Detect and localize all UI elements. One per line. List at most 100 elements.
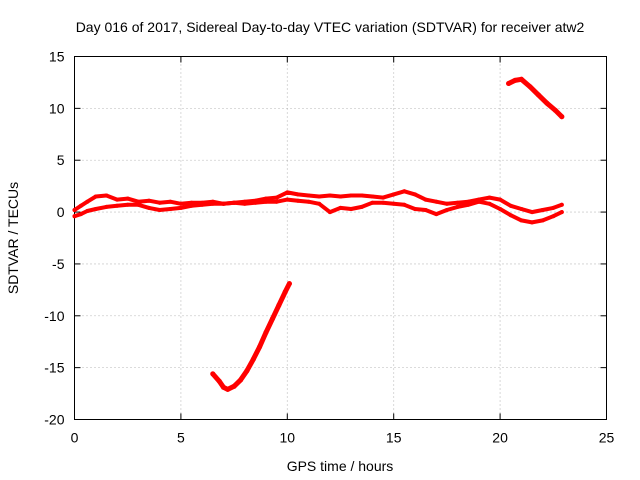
- data-point: [210, 201, 215, 206]
- y-tick-label: 0: [57, 204, 65, 220]
- data-point: [306, 199, 311, 204]
- data-point: [125, 196, 130, 201]
- data-point: [487, 195, 492, 200]
- data-point: [200, 202, 205, 207]
- data-point: [349, 207, 354, 211]
- data-point: [317, 201, 322, 206]
- data-point: [381, 200, 386, 205]
- data-point: [359, 204, 364, 209]
- data-point: [338, 205, 343, 210]
- x-tick-label: 15: [386, 430, 402, 446]
- data-point: [381, 195, 386, 200]
- chart-title: Day 016 of 2017, Sidereal Day-to-day VTE…: [76, 19, 585, 35]
- data-point: [225, 386, 231, 392]
- data-point: [559, 202, 564, 207]
- y-tick-label: -10: [44, 308, 64, 324]
- y-tick-labels: -20 -15 -10 -5 0 5 10 15: [44, 49, 64, 428]
- axis-ticks: [74, 56, 607, 420]
- data-point: [498, 197, 503, 202]
- data-point: [370, 194, 375, 199]
- series-layer: [72, 76, 565, 392]
- x-tick-labels: 0 5 10 15 20 25: [71, 430, 615, 446]
- data-point: [168, 207, 173, 211]
- data-point: [423, 197, 428, 202]
- data-point: [349, 193, 354, 198]
- data-point: [455, 200, 460, 205]
- data-point: [285, 197, 290, 202]
- data-point: [286, 281, 292, 287]
- data-point: [238, 377, 243, 383]
- data-point: [487, 201, 492, 206]
- x-tick-label: 20: [492, 430, 508, 446]
- x-tick-label: 10: [280, 430, 296, 446]
- data-point: [264, 199, 268, 204]
- data-point: [402, 202, 407, 207]
- data-point: [216, 378, 222, 384]
- data-point: [157, 200, 162, 205]
- data-point: [559, 114, 565, 120]
- data-point: [455, 204, 460, 209]
- y-axis-label: SDTVAR / TECUs: [5, 182, 21, 294]
- data-point: [157, 208, 162, 212]
- data-point: [540, 208, 545, 212]
- y-tick-label: -15: [44, 360, 64, 376]
- data-point: [104, 193, 109, 198]
- data-point: [413, 192, 417, 197]
- data-point: [285, 190, 290, 195]
- data-point: [434, 212, 439, 217]
- data-point: [359, 193, 364, 198]
- data-point: [423, 208, 428, 212]
- data-point: [540, 218, 545, 223]
- data-point: [85, 199, 90, 204]
- x-tick-label: 5: [177, 430, 185, 446]
- data-point: [274, 195, 279, 200]
- data-point: [263, 329, 269, 335]
- y-tick-label: 10: [49, 100, 65, 116]
- data-point: [189, 203, 194, 208]
- data-point: [257, 344, 263, 350]
- data-point: [274, 199, 279, 204]
- data-point: [115, 203, 120, 208]
- data-point: [250, 356, 256, 362]
- data-point: [253, 200, 258, 205]
- data-point: [264, 196, 268, 201]
- data-point: [559, 210, 564, 215]
- data-point: [434, 199, 439, 204]
- data-point: [244, 368, 250, 374]
- data-point: [115, 197, 120, 202]
- data-point: [508, 213, 513, 218]
- data-point: [530, 220, 534, 225]
- data-point: [178, 205, 183, 210]
- data-point: [508, 203, 513, 208]
- grid: [74, 56, 607, 420]
- data-point: [527, 84, 533, 90]
- data-point: [85, 209, 90, 213]
- data-point: [125, 202, 130, 207]
- data-point: [506, 81, 512, 86]
- data-point: [210, 371, 216, 377]
- x-tick-label: 0: [71, 430, 79, 446]
- data-point: [444, 201, 449, 206]
- data-point: [338, 194, 343, 199]
- data-point: [551, 205, 556, 210]
- data-point: [93, 194, 98, 199]
- data-point: [72, 214, 77, 219]
- data-point: [78, 212, 83, 217]
- series-low-arc: [210, 281, 292, 392]
- data-point: [221, 384, 226, 390]
- data-point: [147, 198, 151, 203]
- data-point: [136, 202, 141, 207]
- data-point: [104, 204, 109, 209]
- data-point: [72, 208, 77, 212]
- data-point: [242, 201, 247, 206]
- data-point: [498, 207, 503, 211]
- data-point: [136, 199, 141, 204]
- data-point: [552, 107, 558, 113]
- data-point: [402, 189, 407, 194]
- data-point: [306, 193, 311, 198]
- data-point: [327, 210, 332, 215]
- data-point: [93, 207, 98, 211]
- data-point: [476, 199, 481, 204]
- data-point: [391, 201, 396, 206]
- data-point: [413, 207, 417, 211]
